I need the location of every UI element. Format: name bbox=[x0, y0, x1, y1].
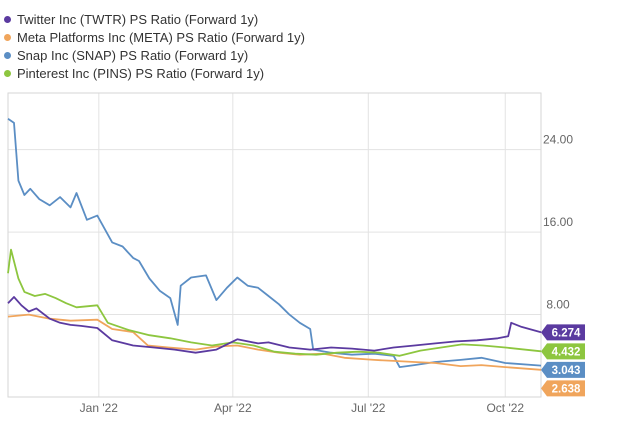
last-value-tag-3 bbox=[541, 343, 585, 360]
y-tick-label: 24.00 bbox=[543, 133, 573, 147]
y-axis: 8.00 16.00 24.00 bbox=[543, 133, 573, 312]
x-tick-label: Jan '22 bbox=[80, 401, 119, 415]
series-line-3[interactable] bbox=[7, 248, 542, 357]
y-tick-label: 16.00 bbox=[543, 215, 573, 229]
plot-frame bbox=[7, 92, 542, 398]
legend-label-pins: Pinterest Inc (PINS) PS Ratio (Forward 1… bbox=[17, 65, 265, 81]
legend-item-snap[interactable]: Snap Inc (SNAP) PS Ratio (Forward 1y) bbox=[4, 46, 305, 64]
last-value-tag-0 bbox=[541, 324, 585, 341]
last-value-label-3: 4.432 bbox=[552, 346, 581, 358]
legend-label-meta: Meta Platforms Inc (META) PS Ratio (Forw… bbox=[17, 29, 305, 45]
last-value-label-2: 3.043 bbox=[552, 365, 581, 377]
legend-label-twtr: Twitter Inc (TWTR) PS Ratio (Forward 1y) bbox=[17, 11, 259, 27]
series-line-1[interactable] bbox=[7, 313, 542, 371]
legend-marker-pins bbox=[4, 69, 11, 77]
y-tick-label: 8.00 bbox=[546, 298, 570, 312]
legend-marker-meta bbox=[4, 33, 11, 41]
series-lines bbox=[7, 118, 542, 371]
x-tick-label: Jul '22 bbox=[351, 401, 386, 415]
legend-marker-snap bbox=[4, 51, 11, 59]
x-axis: Jan '22 Apr '22 Jul '22 Oct '22 bbox=[80, 401, 525, 415]
last-value-label-0: 6.274 bbox=[552, 327, 581, 339]
legend-item-meta[interactable]: Meta Platforms Inc (META) PS Ratio (Forw… bbox=[4, 28, 305, 46]
last-value-label-1: 2.638 bbox=[552, 383, 581, 395]
x-tick-label: Apr '22 bbox=[214, 401, 252, 415]
legend-marker-twtr bbox=[4, 15, 11, 23]
x-tick-label: Oct '22 bbox=[486, 401, 524, 415]
last-value-tags: 6.274 4.432 3.043 2.638 bbox=[541, 324, 585, 397]
legend-item-twtr[interactable]: Twitter Inc (TWTR) PS Ratio (Forward 1y) bbox=[4, 10, 305, 28]
last-value-tag-2 bbox=[541, 361, 585, 378]
series-line-2[interactable] bbox=[7, 118, 542, 368]
last-value-tag-1 bbox=[541, 380, 585, 397]
chart-legend: Twitter Inc (TWTR) PS Ratio (Forward 1y)… bbox=[4, 10, 305, 82]
legend-item-pins[interactable]: Pinterest Inc (PINS) PS Ratio (Forward 1… bbox=[4, 64, 305, 82]
series-line-0[interactable] bbox=[7, 296, 542, 354]
legend-label-snap: Snap Inc (SNAP) PS Ratio (Forward 1y) bbox=[17, 47, 249, 63]
